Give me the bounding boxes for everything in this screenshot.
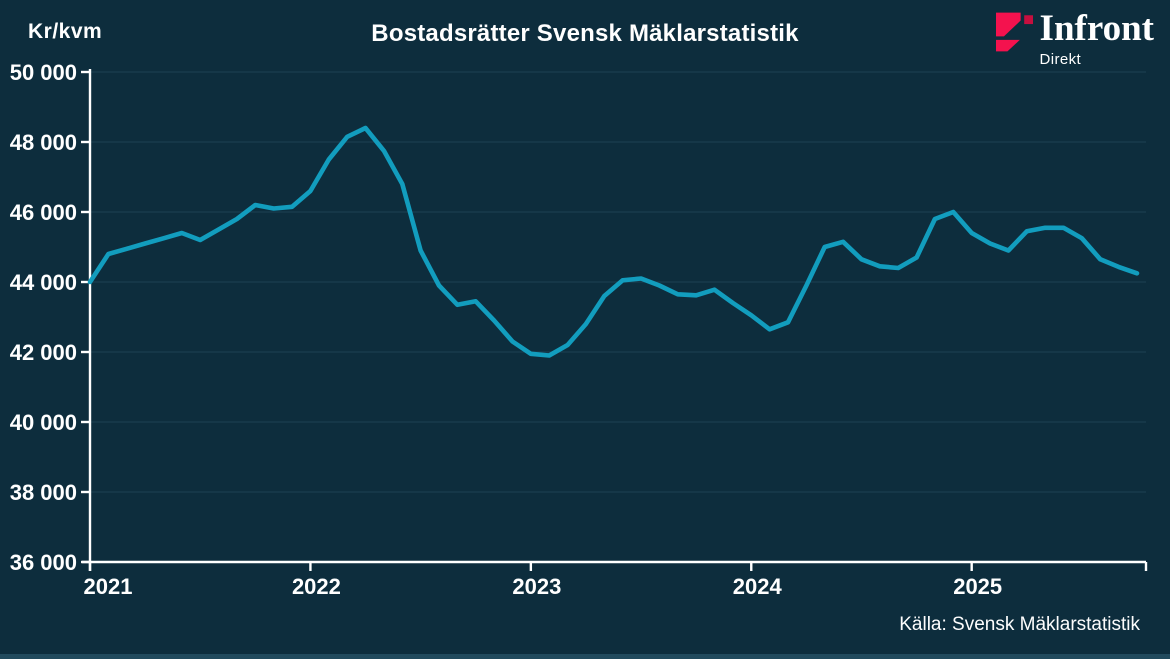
price-line bbox=[87, 125, 1140, 358]
page-title: Bostadsrätter Svensk Mäklarstatistik bbox=[371, 20, 799, 47]
infront-logo-icon bbox=[995, 12, 1033, 52]
x-tick-label: 2021 bbox=[84, 574, 133, 599]
x-tick-label: 2024 bbox=[733, 574, 783, 599]
infront-brand-name: Infront bbox=[1039, 8, 1154, 49]
y-tick-label: 50 000 bbox=[10, 60, 77, 85]
y-tick-label: 42 000 bbox=[10, 340, 77, 365]
y-tick-label: 38 000 bbox=[10, 480, 77, 505]
y-tick-label: 44 000 bbox=[10, 270, 77, 295]
y-tick-label: 48 000 bbox=[10, 130, 77, 155]
x-tick-label: 2023 bbox=[512, 574, 561, 599]
y-axis-unit-label: Kr/kvm bbox=[28, 20, 103, 43]
y-tick-label: 36 000 bbox=[10, 550, 77, 575]
infront-logo: Infront Direkt bbox=[995, 8, 1154, 69]
y-tick-label: 40 000 bbox=[10, 410, 77, 435]
y-tick-label: 46 000 bbox=[10, 200, 77, 225]
infront-logo-text: Infront Direkt bbox=[1039, 8, 1154, 69]
source-note: Källa: Svensk Mäklarstatistik bbox=[899, 614, 1140, 635]
x-tick-label: 2022 bbox=[292, 574, 341, 599]
bottom-bar bbox=[0, 654, 1170, 659]
x-tick-label: 2025 bbox=[953, 574, 1002, 599]
infront-direkt-label: Direkt bbox=[1039, 51, 1082, 68]
